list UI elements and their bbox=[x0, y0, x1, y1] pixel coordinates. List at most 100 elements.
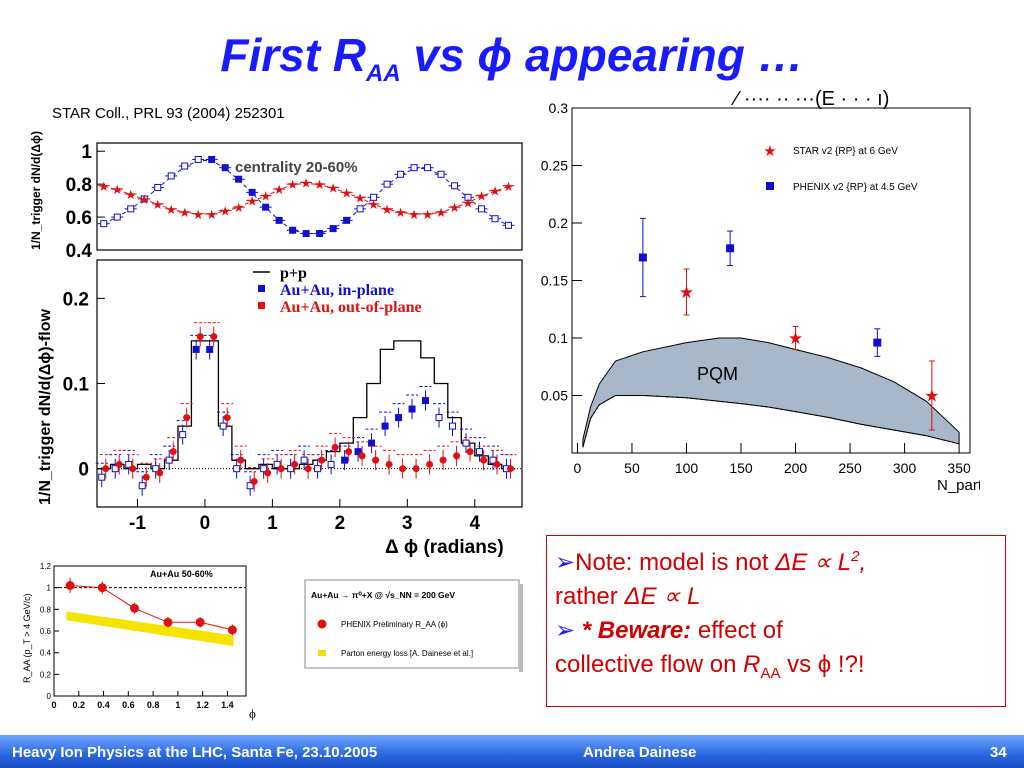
pqm-label: PQM bbox=[697, 364, 738, 384]
y-tick-label: 0.8 bbox=[40, 605, 52, 614]
note-line2-text: rather bbox=[555, 583, 625, 610]
data-point: ★ bbox=[300, 176, 312, 191]
data-point bbox=[505, 221, 513, 229]
v2-npart-chart: 0.05 0.1 0.15 0.2 0.25 0.3 0 50 100 150 200 250 300 3… bbox=[541, 100, 980, 494]
data-point bbox=[154, 183, 162, 191]
data-point: ★ bbox=[111, 182, 123, 197]
data-point bbox=[478, 205, 486, 213]
data-point bbox=[165, 456, 173, 464]
x-tick-label: 2 bbox=[335, 513, 346, 534]
title-rest: vs ϕ appearing … bbox=[400, 29, 804, 81]
legend-marker bbox=[317, 619, 327, 629]
data-point: ★ bbox=[422, 207, 434, 222]
data-point bbox=[208, 155, 216, 163]
star-top-chart: 0.4 0.6 0.8 1 1/N_trigger dN/d(Δϕ) centrality… bbox=[29, 131, 523, 260]
y-tick-label: 0 bbox=[78, 460, 89, 481]
data-point bbox=[65, 581, 75, 590]
data-point bbox=[210, 333, 218, 341]
data-point bbox=[192, 345, 200, 353]
data-point bbox=[314, 465, 322, 473]
y-tick-label: 0.6 bbox=[40, 627, 52, 636]
y-tick-label: 0.3 bbox=[549, 100, 569, 116]
data-point bbox=[300, 456, 308, 464]
data-point bbox=[111, 465, 119, 473]
data-point bbox=[250, 477, 258, 485]
data-point bbox=[97, 583, 107, 593]
data-point bbox=[493, 460, 501, 468]
y-axis-label: 1/N_trigger dN/d(Δϕ) bbox=[29, 131, 43, 250]
data-point: ★ bbox=[273, 182, 285, 197]
data-point bbox=[246, 482, 254, 490]
note-line-3: ➢ * Beware: effect of bbox=[555, 614, 997, 648]
x-tick-label: 300 bbox=[893, 460, 917, 476]
data-point bbox=[163, 617, 173, 627]
data-point bbox=[277, 465, 285, 473]
pqm-lower-edge bbox=[582, 395, 960, 448]
energy-loss-band bbox=[66, 611, 234, 647]
data-point bbox=[127, 205, 135, 213]
y-tick-label: 1.2 bbox=[40, 562, 52, 571]
data-point: ★ bbox=[408, 207, 420, 222]
note-line4-sub: AA bbox=[760, 664, 781, 682]
x-tick-label: 0.2 bbox=[73, 700, 86, 710]
data-point bbox=[424, 164, 432, 172]
x-tick-label: 4 bbox=[469, 513, 480, 534]
data-point bbox=[476, 448, 483, 456]
data-point bbox=[422, 397, 430, 405]
note-line3-text: effect of bbox=[691, 617, 783, 644]
pqm-band bbox=[582, 337, 960, 448]
beware-label: * Beware: bbox=[581, 617, 692, 644]
plot-frame bbox=[96, 142, 523, 251]
x-tick-label: 1.4 bbox=[221, 700, 234, 710]
data-point bbox=[196, 333, 204, 341]
legend-marker: ★ bbox=[763, 143, 776, 160]
data-point bbox=[372, 456, 380, 464]
data-point bbox=[194, 155, 202, 163]
legend-label: STAR v2 {RP} at 6 GeV bbox=[793, 146, 898, 157]
data-point bbox=[480, 456, 488, 464]
note-line1-post: , bbox=[859, 549, 867, 576]
data-point: ★ bbox=[435, 205, 447, 220]
data-point: ★ bbox=[924, 387, 939, 406]
legend-label: Parton energy loss [A. Dainese et al.] bbox=[341, 649, 473, 658]
data-point: ★ bbox=[260, 189, 272, 204]
data-point: ★ bbox=[246, 194, 258, 209]
data-point bbox=[451, 182, 459, 190]
data-point bbox=[726, 244, 735, 253]
data-point bbox=[426, 460, 434, 468]
x-tick-label: 0.6 bbox=[122, 700, 135, 710]
data-point bbox=[489, 456, 497, 464]
data-point bbox=[206, 345, 214, 353]
data-point bbox=[397, 170, 405, 178]
footer-conference: Heavy Ion Physics at the LHC, Santa Fe, … bbox=[12, 744, 378, 761]
data-point bbox=[356, 205, 364, 213]
data-point bbox=[129, 465, 137, 473]
data-point: ★ bbox=[476, 189, 488, 204]
note-line4-post: vs ϕ !?! bbox=[780, 651, 865, 678]
data-point bbox=[291, 460, 299, 468]
data-point bbox=[304, 465, 312, 473]
data-point: ★ bbox=[462, 195, 474, 210]
note-line-1: ➢Note: model is not ΔE ∝ L2, bbox=[555, 540, 997, 580]
citation: STAR Coll., PRL 93 (2004) 252301 bbox=[52, 105, 285, 122]
y-tick-label: 1 bbox=[81, 142, 92, 163]
data-point bbox=[233, 465, 241, 473]
data-point bbox=[449, 422, 457, 430]
legend-swatch bbox=[258, 285, 265, 292]
note-line2-math: ΔE ∝ L bbox=[624, 583, 701, 610]
data-point: ★ bbox=[381, 202, 393, 217]
data-point: ★ bbox=[165, 202, 177, 217]
legend-frame bbox=[304, 579, 520, 669]
x-axis-label: ϕ bbox=[249, 706, 256, 721]
data-point bbox=[152, 465, 160, 473]
y-tick-label: 0 bbox=[47, 692, 52, 701]
note-line4-text: collective flow on bbox=[555, 651, 744, 678]
data-point: ★ bbox=[788, 329, 803, 348]
data-point bbox=[345, 448, 353, 456]
data-point: ★ bbox=[679, 283, 694, 302]
data-point: ★ bbox=[287, 177, 299, 192]
data-point bbox=[260, 465, 268, 473]
data-point: ★ bbox=[314, 177, 326, 192]
x-tick-label: 100 bbox=[675, 460, 699, 476]
y-tick-label: 0.4 bbox=[40, 649, 52, 658]
